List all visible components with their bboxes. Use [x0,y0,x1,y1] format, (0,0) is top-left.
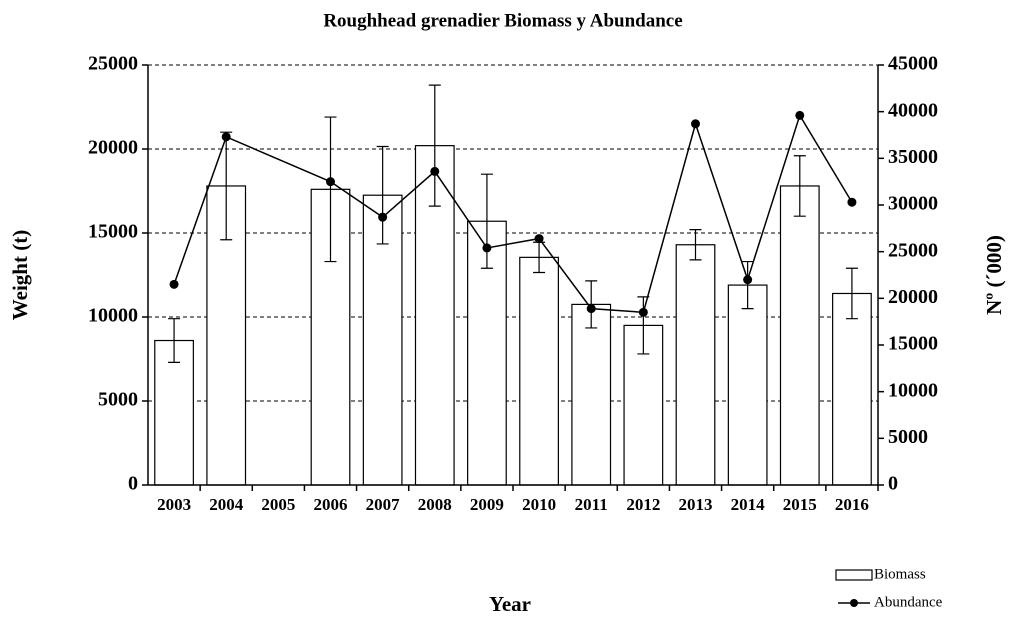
error-bar [168,318,181,363]
line-marker [847,197,857,207]
line-marker [378,212,388,222]
error-bar [741,260,754,310]
error-bar [480,173,493,269]
error-bar [793,155,806,217]
x-tick-label: 2009 [470,495,504,514]
line-marker [430,166,440,176]
line-marker [534,234,544,244]
y-axis-label: Weight (t) [8,230,32,320]
y-tick-label: 0 [128,473,138,495]
y2-tick-label: 15000 [888,333,938,355]
bar [519,256,559,486]
bar [727,284,768,486]
y2-tick-label: 35000 [888,146,938,168]
y-tick-label: 25000 [88,53,138,75]
error-bar [376,145,389,245]
x-tick-label: 2005 [261,495,295,514]
y2-tick-label: 0 [888,473,898,495]
line-marker [638,307,648,317]
y2-tick-label: 10000 [888,379,938,401]
x-tick-label: 2012 [626,495,660,514]
legend-label: Abundance [874,594,943,610]
x-tick-label: 2016 [835,495,869,514]
error-bar [220,131,233,241]
line-marker [221,132,231,142]
y-tick-label: 20000 [88,137,138,159]
y2-axis-label: Nº (´000) [982,235,1006,315]
line-marker [482,243,492,253]
x-tick-label: 2014 [731,495,766,514]
y2-tick-label: 45000 [888,53,938,75]
y2-tick-label: 40000 [888,99,938,121]
y-tick-label: 10000 [88,305,138,327]
legend-swatch [835,569,873,581]
line-marker [586,304,596,314]
x-tick-label: 2007 [366,495,401,514]
error-bar [689,229,702,261]
bar [832,292,872,486]
line-marker [795,110,805,120]
y2-tick-label: 20000 [888,286,938,308]
line-marker [691,119,700,129]
legend-swatch [850,599,858,607]
x-tick-label: 2010 [522,495,556,514]
chart-title: Roughhead grenadier Biomass y Abundance [323,10,682,31]
legend-label: Biomass [874,566,926,582]
bar [571,303,612,486]
x-tick-label: 2015 [783,495,817,514]
x-tick-label: 2008 [418,495,452,514]
line-marker [169,279,179,289]
y-tick-label: 15000 [88,221,138,243]
error-bar [845,267,858,320]
line-marker [743,275,753,285]
y2-tick-label: 30000 [888,193,938,215]
error-bar [324,116,337,263]
x-tick-label: 2011 [575,495,608,514]
line-marker [326,177,335,187]
bar [154,339,194,486]
bar [779,185,820,486]
y-tick-label: 5000 [98,389,138,411]
x-tick-label: 2013 [679,495,713,514]
x-tick-label: 2003 [157,495,191,514]
x-tick-label: 2006 [314,495,348,514]
bar [675,244,716,486]
x-tick-label: 2004 [209,495,244,514]
error-bar [428,84,441,207]
y2-tick-label: 5000 [888,426,928,448]
y2-tick-label: 25000 [888,239,938,261]
x-axis-label: Year [489,592,531,616]
